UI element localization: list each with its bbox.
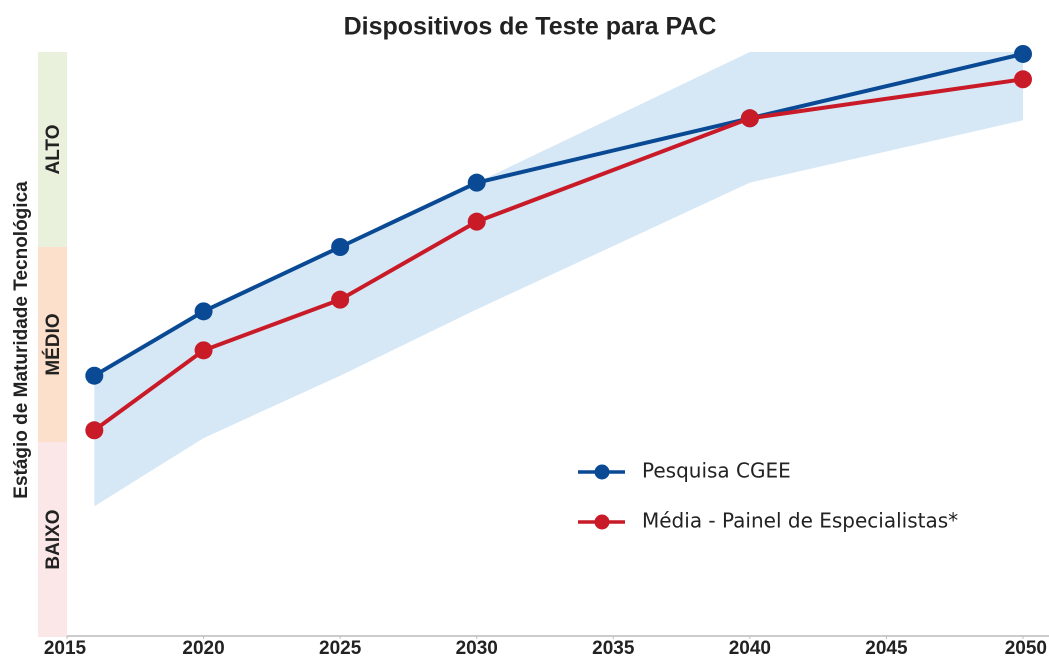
x-tick-label: 2050 xyxy=(1005,638,1047,659)
legend-label: Pesquisa CGEE xyxy=(642,459,791,483)
series-line xyxy=(93,52,1024,378)
series-point xyxy=(194,302,213,321)
x-tick-label: 2030 xyxy=(456,638,498,659)
series-point xyxy=(740,109,759,128)
series-line xyxy=(93,77,1024,432)
x-tick-label: 2020 xyxy=(182,638,224,659)
series-point xyxy=(85,421,104,440)
x-tick-label: 2015 xyxy=(44,638,87,659)
series-point xyxy=(331,238,350,256)
band-label: MÉDIO xyxy=(42,313,64,375)
x-tick-label: 2035 xyxy=(592,638,635,659)
y-axis-label: Estágio de Maturidade Tecnológica xyxy=(11,181,32,499)
band-label: ALTO xyxy=(43,125,64,175)
x-tick-label: 2045 xyxy=(865,638,908,659)
maturity-band xyxy=(38,247,67,442)
series-point xyxy=(331,290,350,309)
maturity-band xyxy=(38,442,67,637)
range-band xyxy=(94,52,1024,507)
series-point xyxy=(467,173,486,192)
x-tick-label: 2040 xyxy=(729,638,771,659)
series-point xyxy=(85,366,104,385)
legend-marker xyxy=(594,464,610,480)
legend-marker xyxy=(594,514,610,530)
series-point xyxy=(1014,70,1032,89)
x-tick-label: 2025 xyxy=(319,638,362,659)
legend-label: Média - Painel de Especialistas* xyxy=(642,509,958,533)
series-point xyxy=(467,212,486,231)
maturity-band xyxy=(38,52,67,247)
band-label: BAIXO xyxy=(43,509,64,569)
series-point xyxy=(1014,44,1032,63)
series-point xyxy=(194,341,213,360)
chart-title: Dispositivos de Teste para PAC xyxy=(344,13,717,41)
